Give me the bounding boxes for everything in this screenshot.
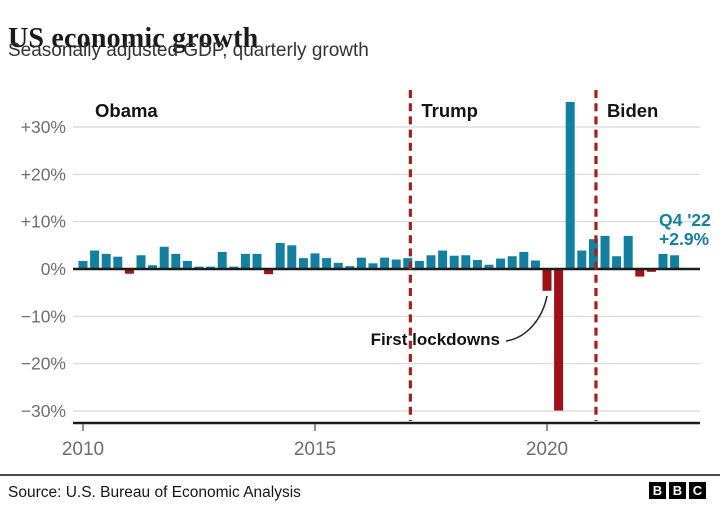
bar-2013-q3 — [240, 253, 250, 269]
bar-2010-q2 — [90, 250, 100, 269]
bar-2020-q1 — [542, 269, 552, 291]
bar-2010-q1 — [78, 260, 88, 269]
bar-2014-q1 — [264, 269, 274, 275]
bar-2010-q4 — [113, 256, 123, 269]
bar-2020-q4 — [577, 250, 587, 269]
bar-2010-q3 — [101, 253, 111, 269]
bar-2011-q2 — [136, 255, 146, 269]
source-text: Source: U.S. Bureau of Economic Analysis — [8, 484, 301, 501]
bar-2019-q2 — [507, 256, 517, 269]
bar-2022-q1 — [635, 269, 645, 277]
bar-2016-q3 — [380, 257, 390, 269]
x-tick-label-2020: 2020 — [526, 439, 568, 460]
bar-2014-q4 — [298, 258, 308, 269]
bar-2018-q2 — [461, 255, 471, 269]
bar-2015-q1 — [310, 253, 320, 269]
annotation-pointer-curve — [505, 295, 548, 342]
bar-2017-q3 — [426, 255, 436, 269]
y-tick-label--20: −20% — [21, 354, 66, 374]
y-tick-label-30: +30% — [21, 117, 66, 137]
bbc-logo: B B C — [649, 482, 706, 499]
bar-2021-q3 — [612, 256, 622, 269]
y-tick-label--10: −10% — [21, 306, 66, 326]
chart-canvas: +30% +20% +10% 0% −10% −20% −30% Obama Trump Bide… — [21, 90, 711, 460]
bar-2015-q3 — [333, 262, 343, 269]
page-subtitle: Seasonally adjusted GDP, quarterly growt… — [8, 40, 369, 61]
bar-2017-q2 — [414, 260, 424, 269]
president-label-biden: Biden — [607, 100, 658, 121]
page-title: US economic growth — [8, 22, 259, 54]
bar-2019-q4 — [530, 260, 540, 269]
bbc-logo-block-b1: B — [649, 482, 666, 499]
bar-2017-q1 — [403, 258, 413, 269]
y-tick-label-10: +10% — [21, 212, 66, 232]
x-tick-label-2010: 2010 — [62, 439, 104, 460]
bar-2011-q1 — [124, 269, 134, 274]
bar-2022-q2 — [646, 269, 656, 272]
bar-2018-q3 — [472, 260, 482, 269]
bar-2020-q3 — [565, 101, 575, 269]
bbc-logo-block-c: C — [689, 482, 706, 499]
bar-2012-q2 — [182, 260, 192, 269]
gdp-bar-chart: +30% +20% +10% 0% −10% −20% −30% Obama Trump Bide… — [0, 66, 720, 470]
president-label-obama: Obama — [95, 100, 158, 121]
y-tick-label--30: −30% — [21, 401, 66, 421]
president-label-trump: Trump — [421, 100, 478, 121]
bar-2018-q4 — [484, 264, 494, 269]
bar-2012-q1 — [171, 253, 181, 269]
x-tick-label-2015: 2015 — [294, 439, 336, 460]
bar-2011-q3 — [148, 265, 158, 269]
bar-2018-q1 — [449, 255, 459, 269]
bar-2011-q4 — [159, 246, 169, 269]
bar-2015-q4 — [345, 266, 355, 269]
bar-2014-q3 — [287, 245, 297, 269]
bar-2013-q4 — [252, 253, 262, 269]
bar-2015-q2 — [322, 258, 332, 269]
bar-2013-q1 — [217, 251, 227, 269]
end-label-quarter: Q4 '22 — [659, 210, 711, 230]
bar-2016-q4 — [391, 259, 401, 269]
bar-2021-q2 — [600, 235, 610, 269]
bbc-logo-block-b2: B — [669, 482, 686, 499]
bar-2016-q1 — [356, 257, 366, 269]
footer-divider — [0, 474, 720, 476]
bar-2022-q3 — [658, 253, 668, 269]
bar-2014-q2 — [275, 242, 285, 269]
bar-2017-q4 — [438, 250, 448, 269]
y-tick-label-0: 0% — [41, 259, 66, 279]
bar-2019-q1 — [496, 258, 506, 269]
annotation-first-lockdowns-text: First lockdowns — [371, 330, 500, 349]
bar-2020-q2 — [554, 269, 564, 411]
end-label-value: +2.9% — [659, 229, 710, 249]
bar-2019-q3 — [519, 251, 529, 269]
bar-2021-q4 — [623, 235, 633, 269]
bar-2016-q2 — [368, 263, 378, 269]
y-tick-label-20: +20% — [21, 164, 66, 184]
bar-2022-q4 — [670, 255, 680, 269]
bar-2021-q1 — [588, 239, 598, 269]
